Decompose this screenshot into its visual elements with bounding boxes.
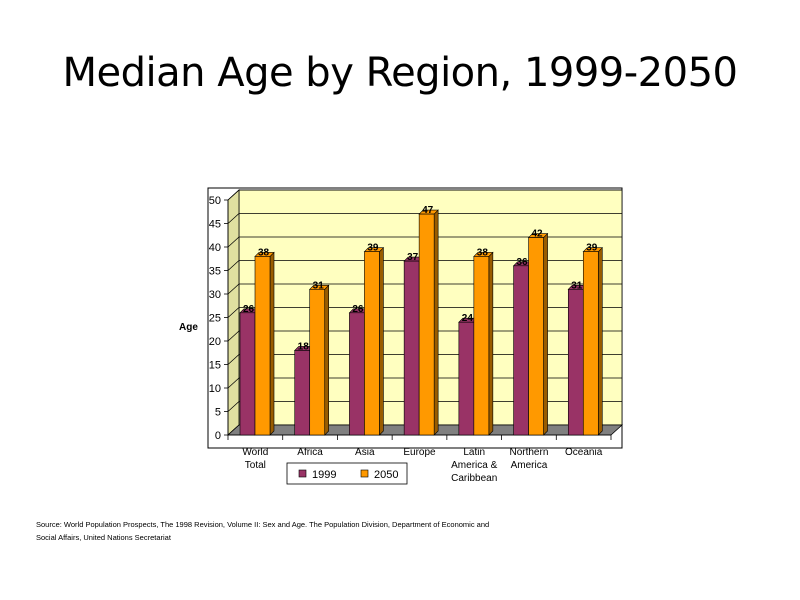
bar-2050-4 [473,251,494,436]
bar-front [418,213,435,436]
x-tick-label: Asia [355,447,375,458]
y-tick-label: 50 [209,195,221,207]
bar-side [488,251,494,436]
x-tick-label: America [511,460,548,471]
x-tick-label: Total [245,460,266,471]
x-tick-label: Europe [403,447,436,458]
bar-side [269,251,275,436]
data-label: 31 [313,280,325,291]
gridline [227,377,622,389]
y-tick-label: 20 [209,336,221,348]
x-tick-label: World [242,447,268,458]
data-label: 47 [422,205,434,216]
bar-front [528,237,544,436]
bar-front [239,312,256,436]
gridline [227,189,622,201]
bar-front [582,251,599,436]
bar-2050-0 [254,251,275,436]
bar-front [254,256,271,436]
data-label: 37 [407,252,419,263]
bar-front [403,260,420,436]
data-label: 26 [243,304,255,315]
x-tick-label: Caribbean [451,473,497,484]
bar-front [309,288,326,436]
x-tick-label: Africa [297,447,323,458]
x-tick-label: Oceania [565,447,603,458]
y-tick-label: 10 [209,383,221,395]
bar-front [473,256,490,436]
bar-2050-3 [418,209,439,436]
gridline [227,260,622,271]
bar-2050-1 [308,284,330,436]
legend: 1999 2050 [286,462,408,485]
gridline [227,354,622,365]
gridline [227,307,622,318]
y-tick-label: 30 [209,289,221,301]
source-note: Source: World Population Prospects, The … [36,520,490,542]
data-label: 18 [298,341,310,352]
y-axis-label: Age [179,322,198,333]
x-tick-label: America & [451,460,497,471]
y-tick-label: 35 [209,266,221,278]
bar-2050-2 [363,246,385,436]
bar-front [458,321,475,436]
gridline [227,283,622,295]
bar-2050-6 [582,246,604,436]
bar-side [379,246,384,436]
bar-front [513,265,529,436]
x-tick-label: Latin [463,447,485,458]
bar-front [294,350,311,436]
y-tick-label: 15 [209,360,221,372]
data-label: 42 [532,229,544,240]
y-tick-label: 5 [215,407,221,419]
data-label: 24 [462,313,474,324]
gridline [227,236,622,248]
data-label: 31 [571,280,583,291]
bar-front [567,288,584,436]
legend-box [286,462,408,485]
legend-swatch-2050 [360,469,369,478]
y-tick-label: 40 [209,242,221,254]
data-label: 36 [517,257,529,268]
data-label: 38 [477,247,489,258]
data-label: 39 [367,243,379,254]
data-label: 39 [586,243,598,254]
gridline [227,330,622,342]
legend-label-2050: 2050 [374,469,398,481]
y-tick-label: 45 [209,219,221,231]
bar-side [324,284,330,436]
data-label: 26 [352,304,364,315]
bar-side [433,209,439,436]
bar-front [349,312,365,436]
legend-swatch-1999 [298,469,307,478]
gridline [227,213,622,224]
bar-side [543,232,548,436]
slide-title: Median Age by Region, 1999-2050 [62,50,738,96]
bar-side [597,246,603,436]
data-label: 38 [258,247,270,258]
bar-2050-5 [527,232,549,436]
x-tick-label: Northern [509,447,548,458]
legend-label-1999: 1999 [312,469,336,481]
bar-front [364,251,380,436]
y-tick-label: 0 [215,430,221,442]
y-tick-label: 25 [209,313,221,325]
gridline [227,401,622,412]
